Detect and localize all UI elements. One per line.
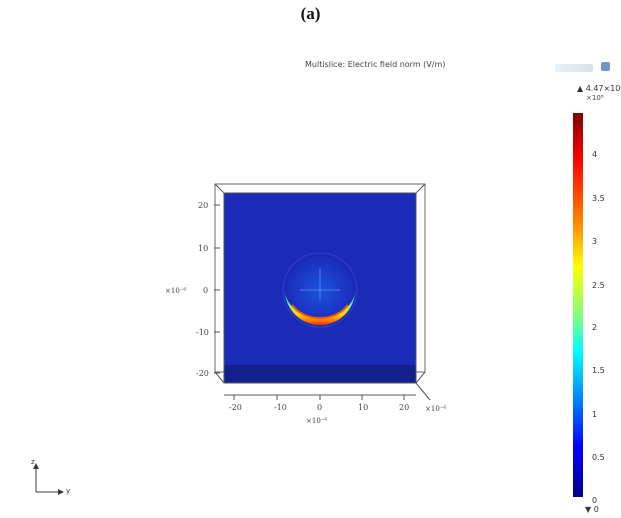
y-tick-label: 0 bbox=[203, 286, 208, 295]
colorbar-max-label: ▲ 4.47×10⁸ bbox=[577, 84, 621, 93]
y-tick-label: 10 bbox=[198, 244, 208, 253]
colorbar-tick: 0 bbox=[592, 496, 598, 505]
y-exponent: ×10⁻⁶ bbox=[165, 287, 186, 295]
colorbar-tick: 2 bbox=[592, 323, 598, 332]
figure-label: (a) bbox=[300, 4, 321, 23]
triad-z-label: z bbox=[31, 458, 35, 466]
inclusion-outline bbox=[282, 252, 358, 328]
plot-title: Multislice: Electric field norm (V/m) bbox=[305, 60, 446, 69]
colorbar-tick: 1.5 bbox=[592, 366, 605, 375]
colorbar-tick: 2.5 bbox=[592, 281, 605, 290]
triad-y-label: y bbox=[66, 487, 71, 495]
y-tick-label: 20 bbox=[198, 201, 208, 210]
z-exponent: ×10⁻⁶ bbox=[425, 405, 446, 413]
y-axis: 20 10 0 -10 -20 ×10⁻⁶ bbox=[165, 201, 209, 378]
x-tick-label: -20 bbox=[229, 403, 242, 412]
colorbar-tick: 4 bbox=[592, 150, 598, 159]
x-tick-label: 0 bbox=[317, 403, 322, 412]
colorbar-tick: 1 bbox=[592, 410, 598, 419]
colorbar-tick: 3.5 bbox=[592, 194, 605, 203]
y-tick-label: -20 bbox=[196, 369, 209, 378]
x-tick-label: 10 bbox=[358, 403, 368, 412]
x-axis: -20 -10 0 10 20 ×10⁻⁶ ×10⁻⁶ bbox=[229, 403, 446, 425]
axis-triad-icon: z y bbox=[30, 458, 80, 498]
x-tick-label: 20 bbox=[399, 403, 409, 412]
toolbar-strip bbox=[555, 64, 593, 72]
x-tick-label: -10 bbox=[274, 403, 287, 412]
colorbar-scale-label: ×10⁸ bbox=[586, 94, 604, 102]
field-plane-bottom bbox=[224, 365, 416, 383]
colorbar-tick: 0.5 bbox=[592, 453, 605, 462]
colorbar-min-label: ▼ 0 bbox=[585, 505, 599, 514]
toolbar-icon[interactable] bbox=[601, 62, 610, 71]
y-tick-label: -10 bbox=[196, 328, 209, 337]
colorbar-gradient bbox=[573, 113, 583, 497]
field-crescent-hot bbox=[291, 304, 349, 320]
field-crescent bbox=[285, 290, 355, 325]
x-exponent: ×10⁻⁶ bbox=[306, 417, 327, 425]
colorbar-tick: 3 bbox=[592, 237, 598, 246]
